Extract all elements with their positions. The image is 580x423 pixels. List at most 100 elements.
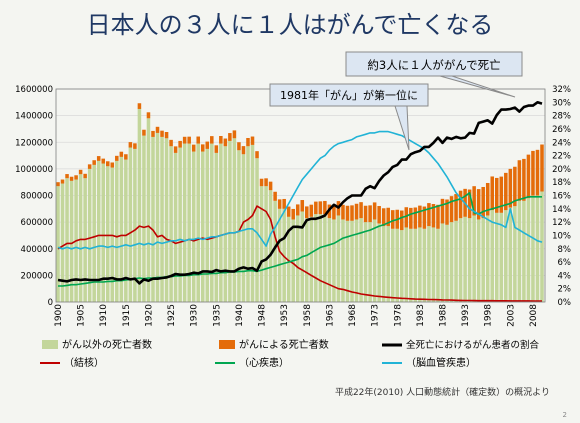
legend-item-cerebro: （脳血管疾患）	[382, 356, 476, 369]
bar-cancer	[259, 178, 264, 187]
page-number: 2	[563, 411, 567, 419]
bar-non-cancer	[427, 226, 431, 302]
bar-non-cancer	[105, 166, 110, 302]
bar-non-cancer	[409, 228, 413, 302]
bar-cancer	[400, 210, 404, 231]
bar-cancer	[472, 186, 476, 216]
bar-non-cancer	[458, 218, 463, 302]
bar-cancer	[223, 138, 228, 147]
bar-non-cancer	[381, 226, 386, 302]
bar-non-cancer	[191, 151, 196, 302]
bar-cancer	[381, 208, 386, 227]
bar-non-cancer	[404, 227, 409, 302]
line-series	[57, 101, 543, 302]
legend-label: がん以外の死亡者数	[62, 338, 152, 351]
bar-cancer	[214, 145, 219, 153]
bar-cancer	[422, 206, 427, 229]
bar-cancer	[300, 200, 305, 212]
bar-cancer	[205, 141, 210, 149]
bar-cancer	[277, 199, 282, 209]
y-right-tick-label: 26%	[552, 125, 571, 135]
bar-non-cancer	[476, 219, 481, 302]
y-left-tick-label: 1600000	[15, 85, 53, 95]
bar-non-cancer	[341, 219, 345, 302]
bar-cancer	[187, 136, 191, 144]
bar-cancer	[431, 204, 436, 228]
bar-cancer	[87, 164, 92, 169]
bar-cancer	[200, 144, 205, 152]
bar-cancer	[436, 204, 440, 229]
bar-non-cancer	[513, 206, 517, 302]
bar-non-cancer	[96, 160, 101, 302]
bar-cancer	[228, 133, 232, 141]
y-right-tick-label: 22%	[552, 152, 571, 162]
bar-cancer	[390, 210, 395, 229]
bar-non-cancer	[372, 219, 377, 302]
y-right-tick-label: 16%	[552, 192, 571, 202]
bar-cancer	[69, 176, 74, 181]
y-left-tick-label: 1400000	[15, 112, 53, 122]
callout-box	[345, 51, 523, 77]
bar-cancer	[65, 174, 69, 179]
bar-cancer	[372, 202, 377, 220]
bar-cancer	[323, 200, 327, 215]
x-tick-label: 1948	[258, 304, 268, 327]
bar-non-cancer	[463, 216, 467, 302]
bar-cancer	[96, 156, 101, 161]
bar-cancer	[191, 144, 196, 152]
source-note: 平成22年(2010) 人口動態統計（確定数）の概況より	[335, 386, 550, 398]
bar-non-cancer	[219, 143, 223, 302]
bar-cancer	[341, 204, 345, 220]
bar-non-cancer	[78, 174, 83, 302]
bar-non-cancer	[318, 214, 323, 302]
legend-label: （脳血管疾患）	[406, 356, 476, 369]
bar-non-cancer	[336, 215, 341, 302]
bar-cancer	[268, 181, 273, 191]
bar-cancer	[309, 204, 314, 217]
bar-cancer	[255, 151, 259, 159]
bar-cancer	[445, 199, 449, 225]
bar-non-cancer	[128, 147, 133, 302]
x-tick-label: 1925	[167, 304, 177, 327]
bar-cancer	[490, 176, 495, 211]
bar-non-cancer	[101, 163, 105, 302]
y-left-tick-label: 0	[48, 298, 53, 308]
bar-cancer	[178, 140, 182, 148]
y-right-tick-label: 6%	[558, 258, 572, 268]
bar-cancer	[354, 203, 359, 220]
bar-cancer	[142, 129, 146, 136]
bar-non-cancer	[327, 218, 332, 302]
bar-cancer	[128, 142, 133, 148]
bar-cancer	[210, 136, 214, 144]
bar-cancer	[504, 172, 508, 211]
bar-non-cancer	[440, 223, 445, 302]
bar-cancer	[146, 112, 151, 119]
x-tick-label: 1998	[484, 304, 494, 327]
bar-cancer	[386, 207, 390, 227]
bar-non-cancer	[286, 216, 291, 302]
bar-non-cancer	[359, 218, 363, 302]
x-tick-label: 1930	[190, 304, 200, 327]
bar-non-cancer	[232, 138, 237, 302]
bar-cancer	[517, 160, 522, 201]
x-tick-label: 2003	[506, 304, 516, 327]
bar-cancer	[404, 207, 409, 228]
bar-non-cancer	[472, 215, 476, 302]
legend-swatch	[42, 340, 58, 349]
bar-cancer	[155, 126, 160, 133]
bar-cancer	[232, 130, 237, 139]
bar-non-cancer	[133, 148, 137, 302]
x-tick-label: 1915	[122, 304, 132, 327]
bar-cancer	[345, 205, 350, 221]
cancer-share-line	[57, 101, 543, 285]
bar-cancer	[264, 178, 268, 187]
x-axis: 1900 1905 1910 1915 1920 1925 1930 1935 1940 1948…	[54, 304, 539, 327]
bar-non-cancer	[56, 186, 60, 302]
bar-non-cancer	[400, 230, 404, 302]
y-right-tick-label: 32%	[552, 85, 571, 95]
x-tick-label: 1900	[54, 304, 64, 327]
x-tick-label: 1993	[461, 304, 471, 327]
bar-cancer	[481, 186, 485, 219]
bar-non-cancer	[467, 218, 472, 302]
